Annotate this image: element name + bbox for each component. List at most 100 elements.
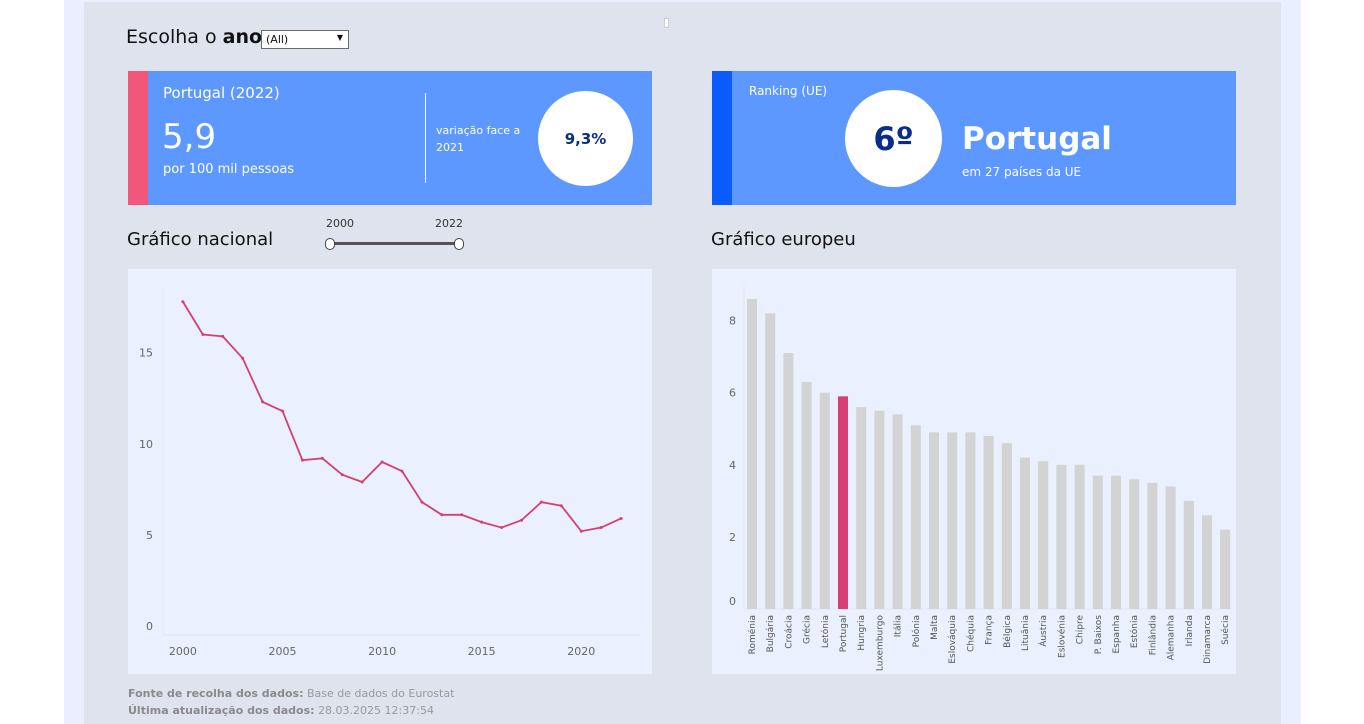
y-tick-label: 0 bbox=[729, 595, 736, 608]
kpi-change-label: variação face a 2021 bbox=[436, 124, 521, 154]
bar-14[interactable] bbox=[1001, 443, 1012, 609]
x-tick-label: 2020 bbox=[567, 645, 595, 658]
category-label: Suécia bbox=[1220, 615, 1231, 645]
national-series-line bbox=[182, 301, 622, 533]
data-point[interactable] bbox=[320, 456, 324, 460]
category-label: Estónia bbox=[1129, 615, 1140, 648]
data-point[interactable] bbox=[480, 520, 484, 524]
bar-3[interactable] bbox=[801, 381, 812, 609]
data-point[interactable] bbox=[500, 526, 504, 530]
bar-19[interactable] bbox=[1092, 475, 1103, 609]
category-label: França bbox=[985, 615, 995, 645]
bar-11[interactable] bbox=[947, 432, 958, 609]
x-tick-label: 2000 bbox=[169, 645, 197, 658]
bar-26[interactable] bbox=[1220, 529, 1231, 609]
data-point[interactable] bbox=[579, 529, 583, 533]
national-chart-panel: 0 5 10 15 2000 2005 2010 2015 2020 bbox=[128, 269, 652, 674]
data-point[interactable] bbox=[539, 500, 543, 504]
slider-start-label: 2000 bbox=[326, 217, 354, 230]
data-point[interactable] bbox=[181, 300, 185, 304]
data-point[interactable] bbox=[201, 333, 205, 337]
data-point[interactable] bbox=[619, 516, 623, 520]
category-label: Letónia bbox=[820, 615, 831, 648]
x-tick-label: 2005 bbox=[269, 645, 297, 658]
data-point[interactable] bbox=[460, 513, 464, 517]
kpi-ranking-title: Ranking (UE) bbox=[749, 84, 828, 98]
data-point[interactable] bbox=[360, 480, 364, 484]
bar-24[interactable] bbox=[1183, 500, 1194, 609]
kpi-ranking-subtitle: em 27 países da UE bbox=[962, 165, 1082, 179]
bar-25[interactable] bbox=[1202, 515, 1212, 609]
bar-2[interactable] bbox=[783, 353, 794, 609]
bar-16[interactable] bbox=[1038, 461, 1049, 609]
data-point[interactable] bbox=[440, 513, 444, 517]
placeholder-mark bbox=[664, 18, 669, 28]
category-label: Luxemburgo bbox=[875, 615, 885, 672]
category-label: Portugal bbox=[839, 615, 849, 652]
bar-0[interactable] bbox=[747, 299, 757, 609]
category-label: P. Baixos bbox=[1094, 615, 1104, 654]
year-select-value: (All) bbox=[266, 33, 289, 46]
bar-20[interactable] bbox=[1111, 475, 1121, 609]
data-point[interactable] bbox=[241, 356, 245, 360]
data-point[interactable] bbox=[599, 526, 603, 530]
data-point[interactable] bbox=[261, 400, 265, 404]
slider-end-label: 2022 bbox=[435, 217, 463, 230]
bar-13[interactable] bbox=[983, 435, 994, 609]
category-label: Espanha bbox=[1112, 615, 1122, 654]
data-point[interactable] bbox=[221, 334, 225, 338]
data-point[interactable] bbox=[281, 409, 284, 413]
data-point[interactable] bbox=[400, 469, 404, 473]
bar-6[interactable] bbox=[856, 407, 867, 609]
category-label: Bélgica bbox=[1002, 615, 1013, 648]
bar-12[interactable] bbox=[965, 432, 976, 609]
bar-22[interactable] bbox=[1147, 482, 1158, 609]
category-label: Roménia bbox=[747, 615, 758, 654]
y-tick-label: 15 bbox=[139, 347, 153, 360]
slider-start-handle[interactable] bbox=[325, 238, 335, 250]
kpi-accent-stripe bbox=[128, 71, 148, 205]
bar-9[interactable] bbox=[910, 425, 921, 609]
bar-7[interactable] bbox=[874, 410, 885, 609]
category-label: Eslovénia bbox=[1056, 615, 1067, 658]
bar-8[interactable] bbox=[892, 414, 903, 609]
y-tick-label: 2 bbox=[729, 531, 736, 544]
bar-17[interactable] bbox=[1056, 464, 1067, 609]
year-select[interactable]: (All) ▼ bbox=[261, 30, 349, 49]
european-chart-panel: 0 2 4 6 8 Roménia Bulgária Croácia Grécia Letónia… bbox=[712, 269, 1236, 674]
kpi-national-card: Portugal (2022) 5,9 por 100 mil pessoas … bbox=[128, 71, 652, 205]
data-point[interactable] bbox=[420, 500, 424, 504]
y-tick-label: 4 bbox=[729, 459, 736, 472]
kpi-divider bbox=[425, 93, 426, 183]
kpi-rank-circle: 6º bbox=[845, 90, 942, 187]
x-tick-label: 2010 bbox=[368, 645, 396, 658]
bar-5[interactable] bbox=[838, 396, 848, 609]
x-tick-label: 2015 bbox=[468, 645, 496, 658]
bar-1[interactable] bbox=[765, 313, 776, 609]
bar-23[interactable] bbox=[1165, 486, 1176, 609]
kpi-ranking-card: Ranking (UE) 6º Portugal em 27 países da… bbox=[712, 71, 1236, 205]
category-label: Croácia bbox=[784, 615, 794, 649]
category-label: Alemanha bbox=[1167, 615, 1177, 660]
category-label: Bulgária bbox=[766, 615, 776, 652]
year-range-slider[interactable] bbox=[331, 242, 459, 245]
national-line-chart: 0 5 10 15 2000 2005 2010 2015 2020 bbox=[139, 289, 641, 658]
data-point[interactable] bbox=[380, 460, 384, 464]
bar-4[interactable] bbox=[819, 392, 830, 609]
bar-10[interactable] bbox=[929, 432, 939, 609]
category-label: Áustria bbox=[1037, 615, 1049, 647]
slider-end-handle[interactable] bbox=[454, 238, 464, 250]
data-point[interactable] bbox=[559, 504, 563, 508]
category-label: Itália bbox=[894, 615, 904, 637]
footer-updated: Última atualização dos dados: 28.03.2025… bbox=[128, 704, 434, 717]
kpi-ranking-country: Portugal bbox=[962, 121, 1112, 157]
data-point[interactable] bbox=[520, 518, 523, 522]
kpi-national-value: 5,9 bbox=[162, 117, 217, 157]
bar-15[interactable] bbox=[1020, 457, 1030, 609]
kpi-change-circle: 9,3% bbox=[538, 91, 633, 186]
bar-21[interactable] bbox=[1129, 479, 1140, 609]
bar-18[interactable] bbox=[1074, 464, 1085, 609]
data-point[interactable] bbox=[340, 473, 344, 477]
dropdown-arrow-icon: ▼ bbox=[336, 33, 343, 42]
data-point[interactable] bbox=[300, 458, 304, 462]
